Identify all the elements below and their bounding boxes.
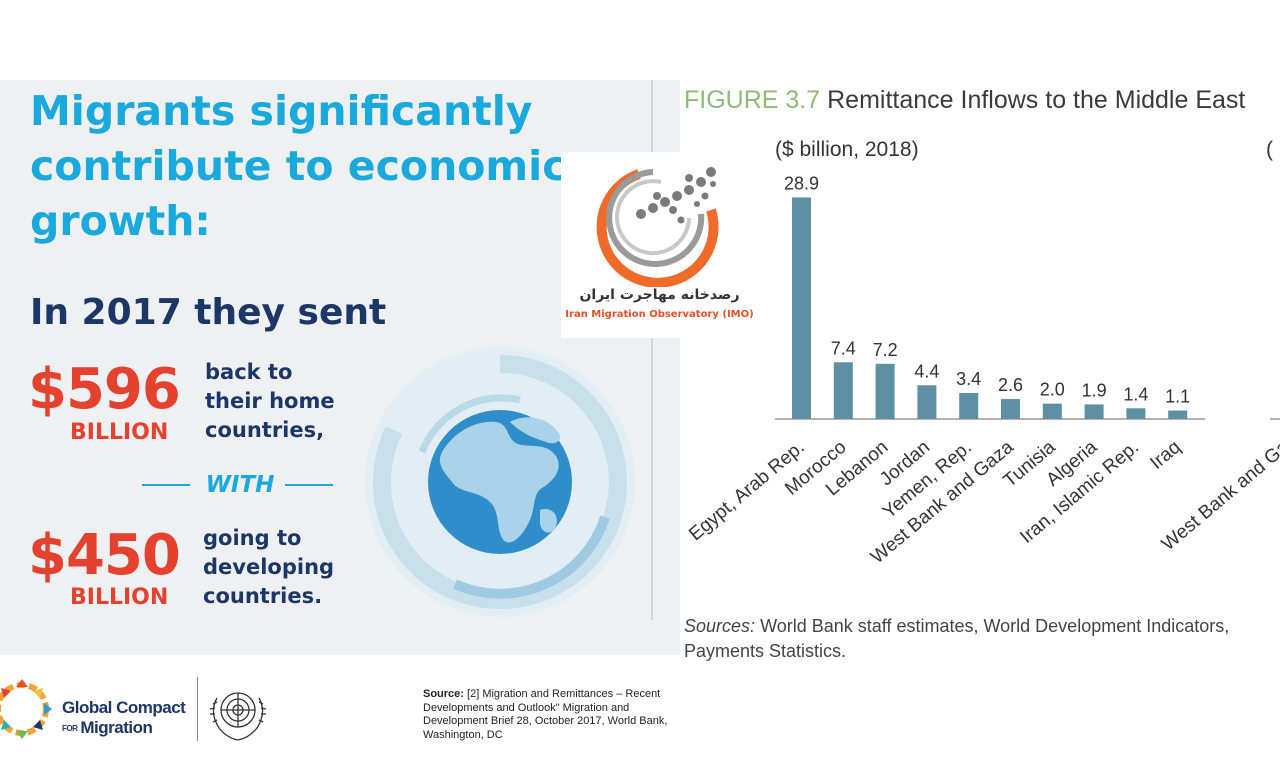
globe-ring-outer [372, 355, 627, 609]
figure-unit-label-cut: ( [1266, 138, 1273, 161]
value-label-8: 1.4 [1123, 384, 1148, 404]
bar-4 [959, 392, 979, 419]
value-label-7: 1.9 [1082, 380, 1107, 400]
value-label-9: 1.1 [1165, 387, 1190, 407]
panel-divider [651, 80, 653, 620]
desc2-line2: developing [203, 555, 335, 579]
sources-label: Sources: [684, 616, 756, 636]
globe-ring-inner [418, 394, 521, 454]
category-label-9: Iraq [1146, 437, 1185, 474]
with-line-right [285, 484, 333, 486]
figure-sources: Sources: World Bank staff estimates, Wor… [684, 614, 1280, 664]
imo-name-persian: رصدخانه مهاجرت ایران [579, 287, 740, 303]
value-label-4: 3.4 [956, 369, 981, 389]
sources-text-line2: Payments Statistics. [684, 641, 847, 661]
value-label-3: 4.4 [914, 361, 939, 381]
bar-9 [1168, 410, 1188, 419]
source-note-text: [2] Migration and Remittances – Recent D… [423, 688, 668, 741]
amount-596-unit: BILLION [70, 420, 169, 445]
infographic-headline: Migrants significantly contribute to eco… [30, 87, 567, 245]
desc1-line3: countries, [205, 418, 325, 442]
globe-landmass-africa [439, 421, 559, 543]
gcm-line1: Global Compact [62, 698, 186, 717]
value-label-2: 7.2 [873, 340, 898, 360]
with-label: WITH [205, 472, 275, 498]
bar-1 [833, 362, 853, 419]
footer-source-note: Source: [2] Migration and Remittances – … [423, 688, 673, 742]
amount-450-description: going to developing countries. [203, 524, 334, 611]
value-label-5: 2.6 [998, 375, 1023, 395]
global-compact-logo-icon [0, 679, 52, 739]
gcm-line2: Migration [80, 718, 153, 737]
bar-0 [792, 197, 811, 419]
bar-2 [875, 363, 895, 419]
figure-title: FIGURE 3.7 Remittance Inflows to the Mid… [684, 86, 1245, 115]
figure-unit-label: ($ billion, 2018) [775, 138, 919, 161]
footer-separator [197, 677, 198, 741]
desc1-line2: their home [205, 389, 335, 413]
imo-name-english: Iran Migration Observatory (IMO) [565, 309, 754, 320]
desc2-line1: going to [203, 526, 302, 550]
amount-596: $596 [28, 357, 181, 422]
globe-ring-accent [452, 515, 610, 599]
with-line-left [142, 484, 190, 486]
globe-illustration [365, 347, 635, 617]
desc1-line1: back to [205, 360, 293, 384]
value-label-0: 28.9 [784, 173, 819, 193]
imo-emblem-icon [596, 167, 719, 288]
bar-8 [1126, 408, 1146, 419]
bar-3 [917, 385, 937, 419]
value-label-6: 2.0 [1040, 380, 1065, 400]
bar-7 [1084, 404, 1104, 419]
sources-text: World Bank staff estimates, World Develo… [760, 616, 1230, 636]
amount-596-description: back to their home countries, [205, 358, 335, 445]
imo-watermark-logo: رصدخانه مهاجرت ایران Iran Migration Obse… [561, 152, 758, 338]
bar-5 [1001, 399, 1020, 419]
global-compact-wordmark: Global Compact FOR Migration [62, 698, 186, 739]
with-separator: WITH [140, 470, 335, 500]
figure-title-text: Remittance Inflows to the Middle East [827, 86, 1246, 114]
value-label-1: 7.4 [831, 338, 856, 358]
desc2-line3: countries. [203, 584, 323, 608]
infographic-subhead: In 2017 they sent [30, 292, 387, 333]
un-emblem-icon [209, 692, 267, 741]
bar-6 [1042, 403, 1062, 419]
source-note-label: Source: [423, 688, 464, 700]
gcm-for: FOR [62, 723, 78, 733]
amount-450-unit: BILLION [70, 585, 169, 610]
globe-landmass-madagascar [540, 508, 557, 533]
figure-label: FIGURE 3.7 [684, 86, 821, 114]
remittance-bar-chart: 28.97.4 7.24.4 3.4 2.6 2.0 1.9 1.4 1.1 Egypt, A… [685, 173, 1280, 568]
amount-450: $450 [28, 523, 181, 588]
globe-landmass-europe [510, 417, 561, 444]
